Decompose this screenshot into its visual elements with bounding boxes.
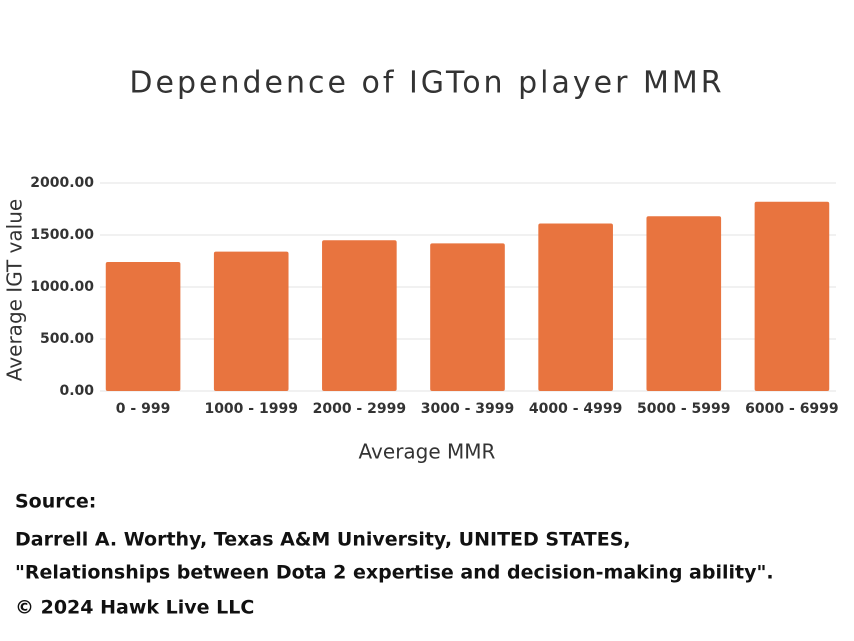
y-tick-label: 0.00 xyxy=(59,383,94,399)
y-axis-label: Average IGT value xyxy=(3,199,27,381)
x-tick-label: 0 - 999 xyxy=(116,401,171,417)
source-line: Darrell A. Worthy, Texas A&M University,… xyxy=(15,529,631,551)
source-line: "Relationships between Dota 2 expertise … xyxy=(15,562,774,584)
y-tick-label: 2000.00 xyxy=(30,175,94,191)
x-tick-label: 6000 - 6999 xyxy=(745,401,839,417)
x-tick-label: 1000 - 1999 xyxy=(204,401,298,417)
bar xyxy=(322,240,397,391)
bar xyxy=(754,201,830,391)
x-axis-label: Average MMR xyxy=(359,440,496,464)
y-tick-label: 1000.00 xyxy=(30,279,94,295)
bar xyxy=(105,262,181,391)
bar xyxy=(213,251,289,391)
bar xyxy=(538,223,613,391)
y-tick-label: 500.00 xyxy=(40,331,94,347)
y-tick-label: 1500.00 xyxy=(30,227,94,243)
x-tick-label: 4000 - 4999 xyxy=(529,401,623,417)
bar xyxy=(430,243,505,391)
copyright: © 2024 Hawk Live LLC xyxy=(15,597,254,619)
x-tick-label: 3000 - 3999 xyxy=(421,401,515,417)
x-tick-label: 2000 - 2999 xyxy=(313,401,407,417)
source-label: Source: xyxy=(15,491,96,513)
x-tick-label: 5000 - 5999 xyxy=(637,401,731,417)
bar xyxy=(646,216,722,391)
chart-title: Dependence of IGTon player MMR xyxy=(129,66,724,101)
